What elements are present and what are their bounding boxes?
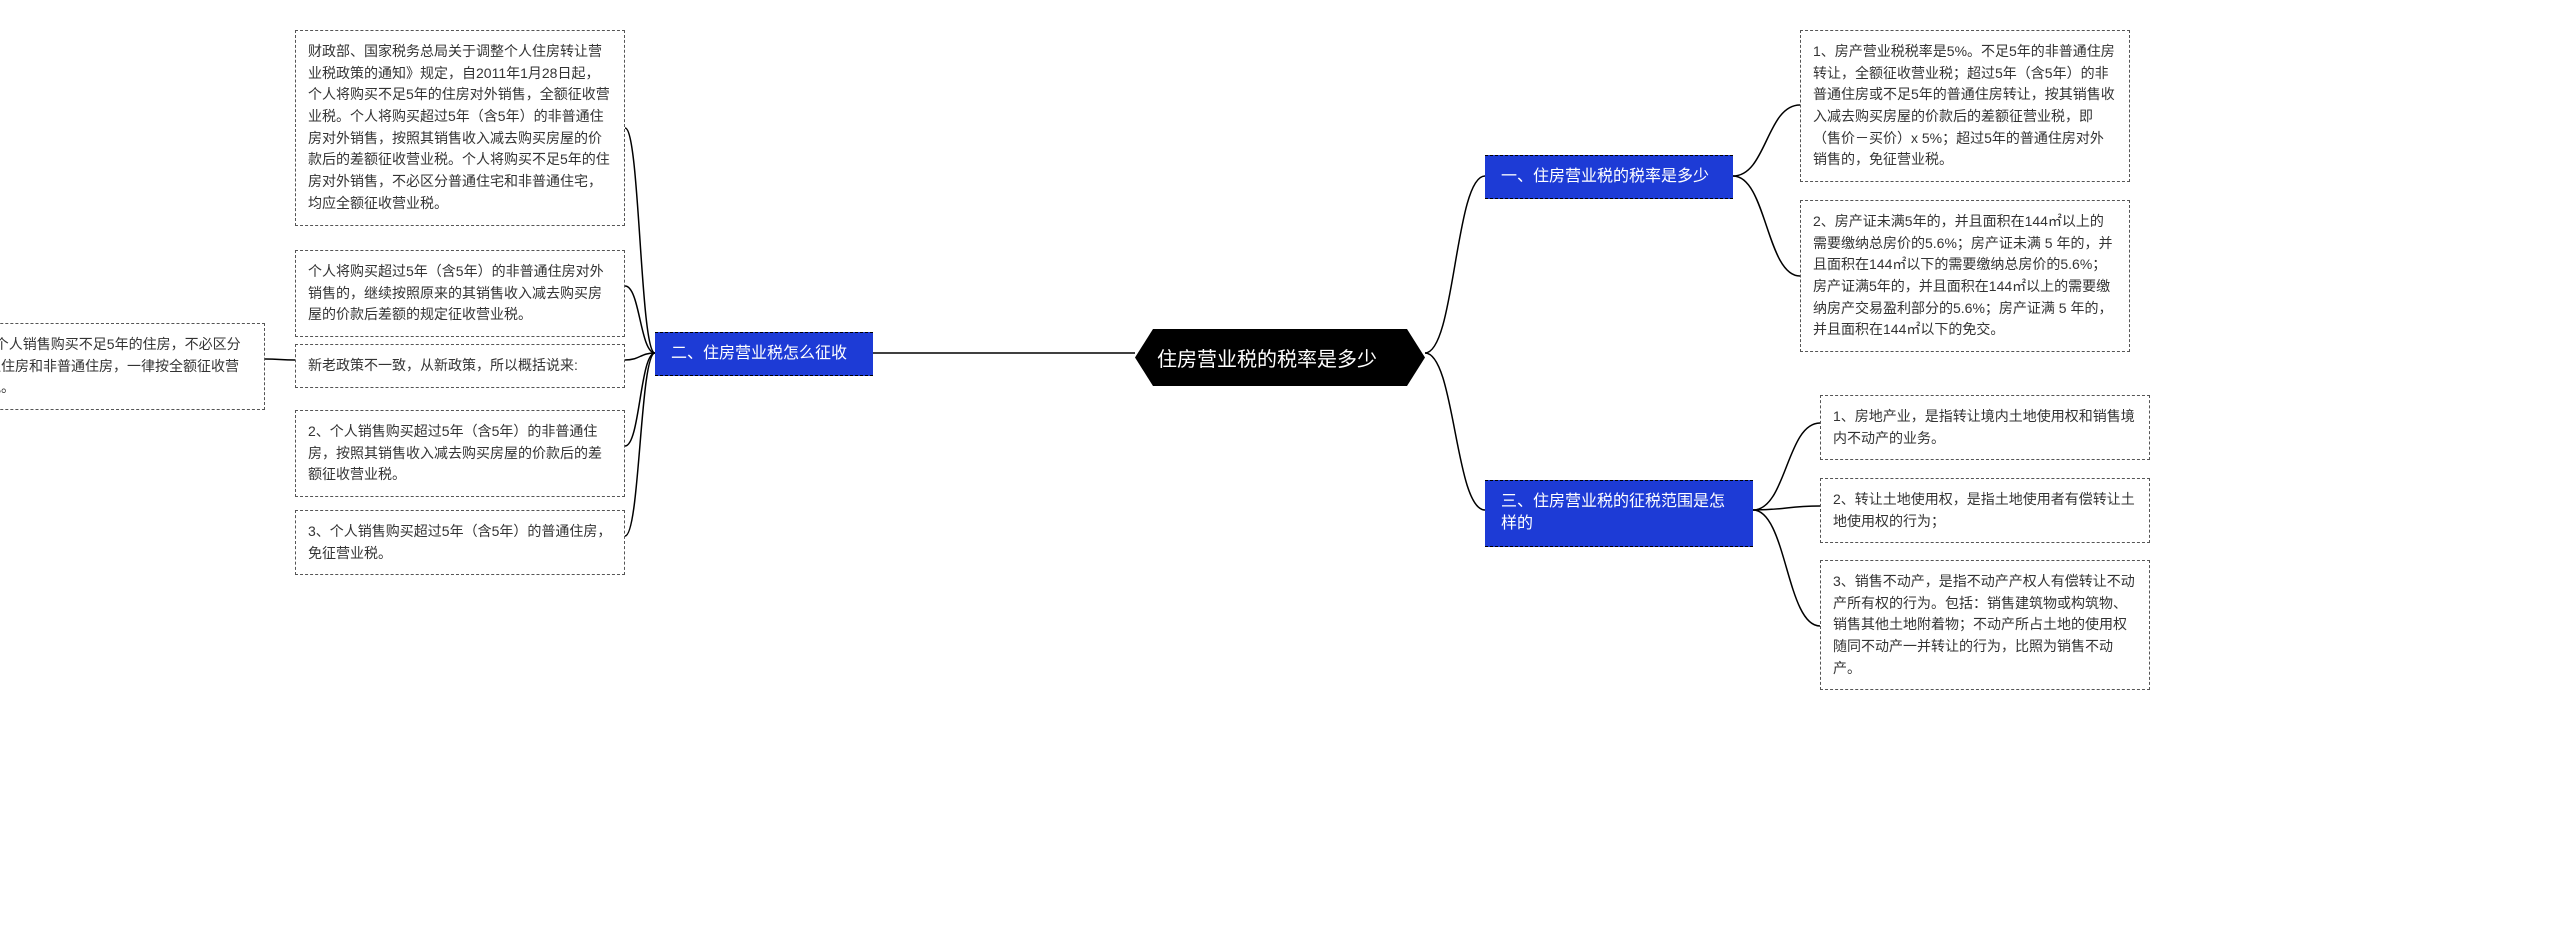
leaf-node: 1、房产营业税税率是5%。不足5年的非普通住房转让，全额征收营业税；超过5年（含…: [1800, 30, 2130, 182]
branch-node-3: 三、住房营业税的征税范围是怎样的: [1485, 480, 1753, 547]
branch-node-2: 二、住房营业税怎么征收: [655, 332, 873, 376]
leaf-node: 1、房地产业，是指转让境内土地使用权和销售境内不动产的业务。: [1820, 395, 2150, 460]
leaf-node: 3、个人销售购买超过5年（含5年）的普通住房，免征营业税。: [295, 510, 625, 575]
leaf-node: 新老政策不一致，从新政策，所以概括说来:: [295, 344, 625, 388]
root-node: 住房营业税的税率是多少: [1135, 329, 1425, 386]
leaf-node: 2、房产证未满5年的，并且面积在144㎡以上的需要缴纳总房价的5.6%；房产证未…: [1800, 200, 2130, 352]
mindmap-canvas: 住房营业税的税率是多少 一、住房营业税的税率是多少 二、住房营业税怎么征收 三、…: [0, 0, 2560, 947]
leaf-node: 财政部、国家税务总局关于调整个人住房转让营业税政策的通知》规定，自2011年1月…: [295, 30, 625, 226]
leaf-node: 2、个人销售购买超过5年（含5年）的非普通住房，按照其销售收入减去购买房屋的价款…: [295, 410, 625, 497]
leaf-node: 3、销售不动产，是指不动产产权人有偿转让不动产所有权的行为。包括：销售建筑物或构…: [1820, 560, 2150, 690]
leaf-sub-node: 1、个人销售购买不足5年的住房，不必区分普通住房和非普通住房，一律按全额征收营业…: [0, 323, 265, 410]
branch-node-1: 一、住房营业税的税率是多少: [1485, 155, 1733, 199]
leaf-node: 2、转让土地使用权，是指土地使用者有偿转让土地使用权的行为；: [1820, 478, 2150, 543]
leaf-node: 个人将购买超过5年（含5年）的非普通住房对外销售的，继续按照原来的其销售收入减去…: [295, 250, 625, 337]
